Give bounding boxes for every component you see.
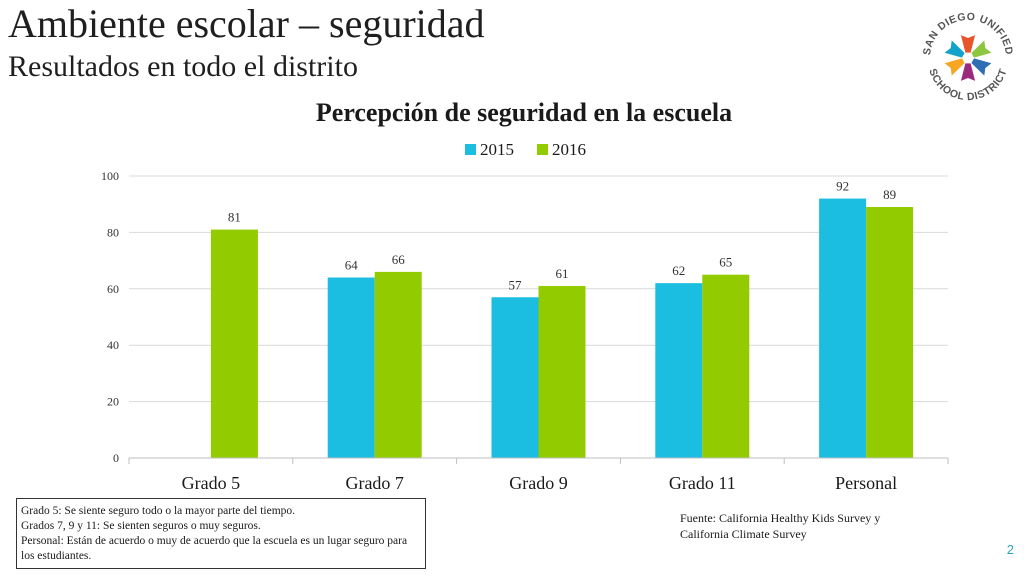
data-label: 92 (836, 179, 849, 194)
bar-2015 (819, 198, 867, 458)
y-tick-label: 20 (107, 395, 119, 409)
logo-petal (960, 63, 976, 81)
data-label: 61 (556, 266, 569, 281)
logo-petal (944, 40, 965, 58)
note-line: Personal: Están de acuerdo o muy de acue… (21, 535, 408, 562)
data-label: 57 (509, 277, 523, 292)
bar-2015 (327, 277, 375, 458)
y-tick-label: 60 (107, 282, 119, 296)
bar-2015 (491, 297, 539, 458)
source-line-2: California Climate Survey (680, 527, 807, 541)
data-label: 89 (883, 187, 896, 202)
x-tick-label: Grado 7 (345, 473, 403, 493)
notes-box: Grado 5: Se siente seguro todo o la mayo… (16, 498, 426, 569)
district-logo: SAN DIEGO UNIFIED SCHOOL DISTRICT (921, 11, 1014, 103)
chart-title: Percepción de seguridad en la escuela (316, 98, 732, 127)
bar-2015 (655, 283, 703, 458)
bar-2016 (702, 274, 750, 458)
bar-chart: Percepción de seguridad en la escuela 20… (101, 98, 949, 493)
y-axis-ticks: 0 20 40 60 80 100 (101, 169, 119, 465)
data-label: 62 (672, 263, 685, 278)
page-subtitle: Resultados en todo el distrito (8, 50, 358, 83)
logo-petal (971, 40, 992, 58)
note-line: Grados 7, 9 y 11: Se sienten seguros o m… (21, 520, 261, 532)
bar-2016 (866, 207, 914, 458)
chart-legend: 2015 2016 (465, 140, 586, 159)
data-label: 81 (228, 210, 241, 225)
y-tick-label: 80 (107, 225, 119, 239)
chart-data-labels: 64 57 62 92 81 66 61 65 89 (228, 179, 896, 293)
data-label: 65 (719, 255, 732, 270)
bar-2016 (374, 271, 422, 458)
x-axis: Grado 5 Grado 7 Grado 9 Grado 11 Personal (128, 457, 949, 493)
page-number: 2 (1006, 542, 1014, 557)
source-note: Fuente: California Healthy Kids Survey y… (680, 510, 940, 542)
bar-2016 (538, 285, 586, 458)
x-tick-label: Personal (835, 473, 897, 493)
legend-label: 2016 (552, 140, 586, 159)
legend-swatch (537, 144, 548, 155)
legend-swatch (465, 144, 476, 155)
data-label: 66 (392, 252, 406, 267)
y-tick-label: 0 (113, 451, 119, 465)
logo-petal (971, 58, 992, 76)
x-tick-label: Grado 9 (509, 473, 567, 493)
logo-petal (944, 58, 965, 76)
logo-star-icon (944, 35, 992, 81)
data-label: 64 (345, 258, 359, 273)
y-tick-label: 40 (107, 338, 119, 352)
bar-2016 (210, 229, 258, 458)
y-tick-label: 100 (101, 169, 119, 183)
x-tick-label: Grado 11 (669, 473, 736, 493)
x-tick-label: Grado 5 (182, 473, 240, 493)
legend-label: 2015 (480, 140, 514, 159)
chart-bars (210, 198, 914, 458)
page-title: Ambiente escolar – seguridad (8, 1, 485, 46)
source-line-1: Fuente: California Healthy Kids Survey y (680, 511, 881, 525)
logo-petal (960, 35, 976, 53)
note-line: Grado 5: Se siente seguro todo o la mayo… (21, 505, 296, 517)
